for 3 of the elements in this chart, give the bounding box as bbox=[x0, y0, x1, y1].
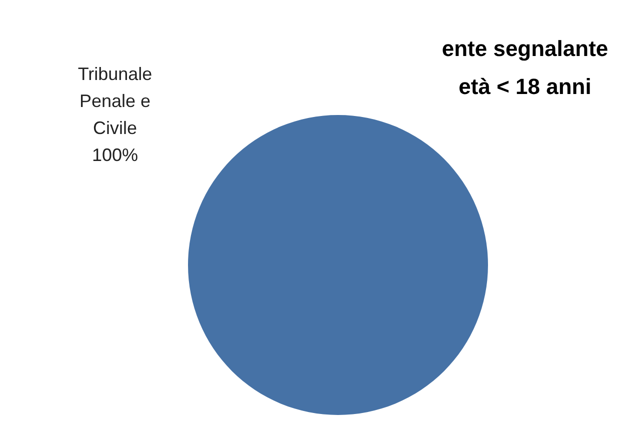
slice-label: Tribunale Penale e Civile bbox=[78, 64, 152, 138]
chart-title: ente segnalante età < 18 anni bbox=[442, 36, 608, 100]
data-label: 100% bbox=[92, 144, 138, 165]
